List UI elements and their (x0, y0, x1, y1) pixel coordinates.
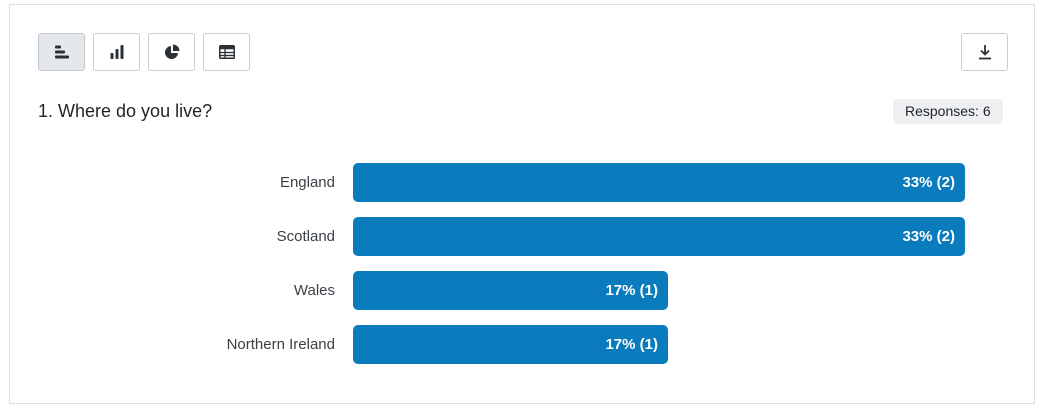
category-label: Scotland (276, 228, 335, 245)
category-label: England (279, 174, 335, 191)
pie-chart-button[interactable] (148, 33, 195, 71)
chart-row: England 33% (2) (10, 163, 1036, 202)
results-card: 1. Where do you live? Responses: 6 Engla… (9, 4, 1035, 404)
question-title: 1. Where do you live? (38, 101, 213, 121)
chart-row: Wales 17% (1) (10, 271, 1036, 310)
chart-row: Northern Ireland 17% (1) (10, 325, 1036, 364)
table-view-button[interactable] (203, 33, 250, 71)
download-icon (978, 45, 991, 60)
bar: 17% (1) (353, 271, 668, 310)
chart-row: Scotland 33% (2) (10, 217, 1036, 256)
bar-chart: England 33% (2) Scotland 33% (2) Wales 17% (1… (10, 155, 1036, 385)
bar: 33% (2) (353, 163, 965, 202)
download-button[interactable] (961, 33, 1008, 71)
pie-chart-icon (164, 44, 179, 59)
bar: 33% (2) (353, 217, 965, 256)
table-icon (218, 45, 235, 59)
bar-value-label: 17% (1) (605, 282, 658, 299)
bar-value-label: 17% (1) (605, 336, 658, 353)
responses-badge: Responses: 6 (893, 99, 1003, 124)
category-label: Wales (293, 282, 335, 299)
horizontal-bar-chart-icon (54, 45, 69, 59)
vertical-bar-chart-icon (110, 45, 123, 59)
horizontal-bar-chart-button[interactable] (38, 33, 85, 71)
bar: 17% (1) (353, 325, 668, 364)
bar-value-label: 33% (2) (902, 174, 955, 191)
bar-value-label: 33% (2) (902, 228, 955, 245)
category-label: Northern Ireland (226, 336, 335, 353)
chart-type-toolbar (38, 33, 250, 71)
vertical-bar-chart-button[interactable] (93, 33, 140, 71)
